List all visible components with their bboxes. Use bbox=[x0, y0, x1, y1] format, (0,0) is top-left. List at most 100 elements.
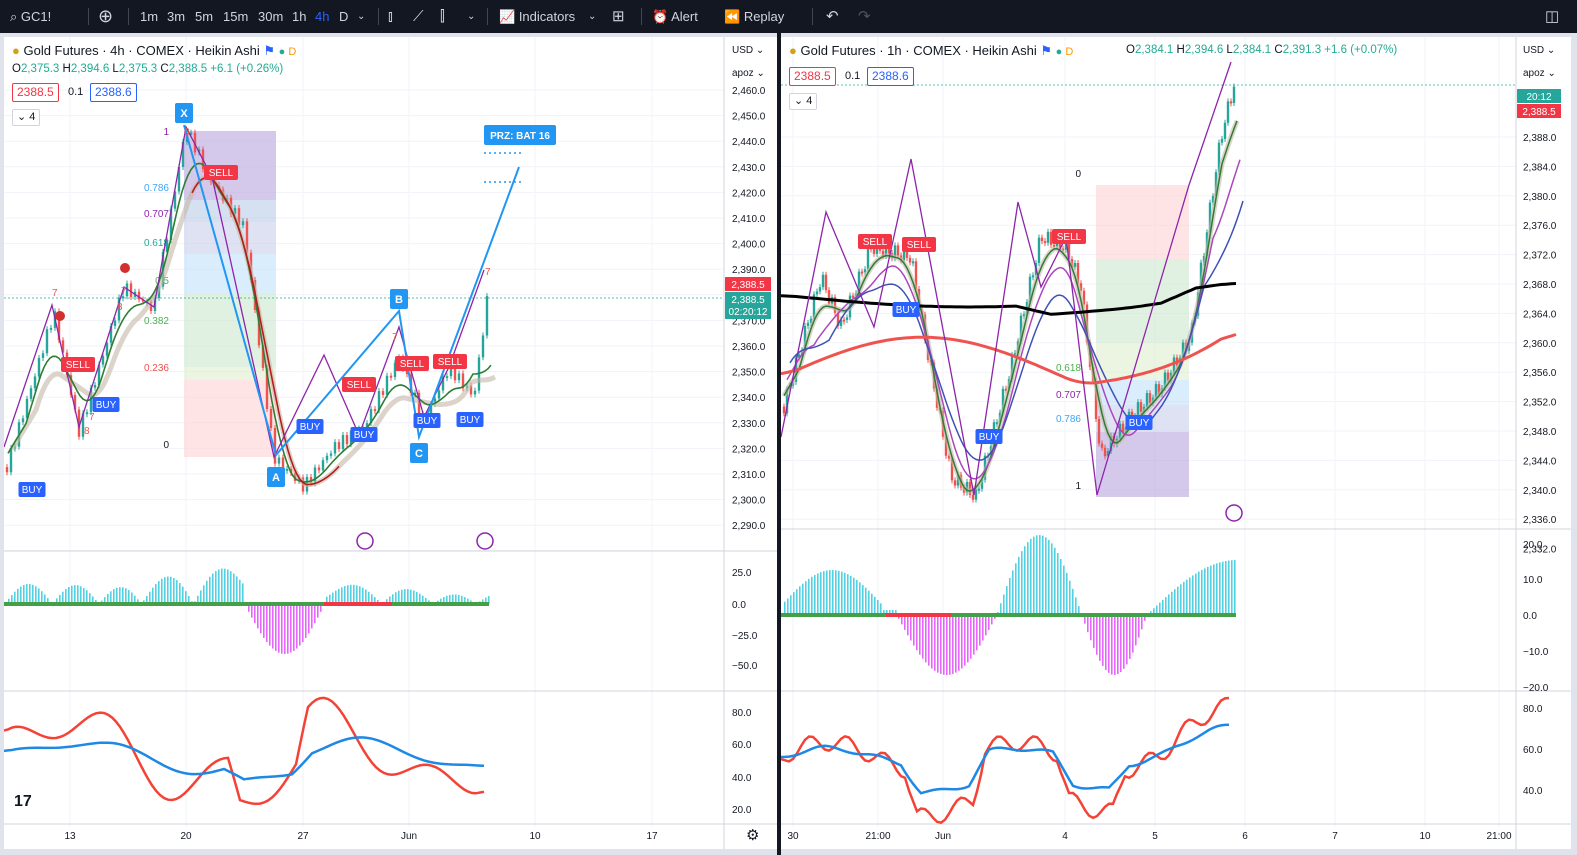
undo-icon[interactable]: ↶ bbox=[826, 8, 839, 25]
left-currency-select[interactable]: USD ⌄ bbox=[732, 45, 765, 56]
interval-5m[interactable]: 5m bbox=[195, 9, 214, 24]
right-sell-price-button[interactable]: 2388.5 bbox=[789, 67, 836, 86]
left-buy-signal bbox=[456, 412, 484, 427]
right-candle bbox=[1061, 248, 1065, 251]
right-candle bbox=[1097, 418, 1101, 444]
interval-3m[interactable]: 3m bbox=[167, 9, 186, 24]
left-histogram-bar bbox=[425, 597, 427, 604]
left-candle bbox=[437, 390, 441, 399]
right-histogram-bar bbox=[823, 571, 825, 615]
right-candle bbox=[812, 294, 816, 319]
right-candle bbox=[782, 406, 786, 414]
alert-button[interactable]: ⏰ Alert bbox=[652, 0, 698, 33]
right-histogram-bar bbox=[1195, 573, 1197, 615]
interval-4h[interactable]: 4h bbox=[315, 9, 330, 24]
left-time-tick: 20 bbox=[180, 831, 192, 842]
right-chart-canvas[interactable]: 2,388.0 2,384.0 2,380.0 2,376.0 2,372.0 2,368… bbox=[781, 37, 1571, 849]
right-histogram-bar bbox=[1024, 546, 1026, 615]
right-histogram-bar bbox=[952, 615, 954, 674]
settings-gear-icon[interactable]: ⚙ bbox=[746, 827, 760, 844]
right-histogram-bar bbox=[883, 610, 885, 615]
right-indicator-collapse-button[interactable]: ⌄ 4 bbox=[789, 93, 818, 110]
right-time-tick: 5 bbox=[1152, 831, 1158, 842]
left-histogram-bar bbox=[134, 595, 136, 604]
right-candle bbox=[836, 312, 840, 326]
interval-1h[interactable]: 1h bbox=[292, 9, 307, 24]
right-histogram-bar bbox=[862, 584, 864, 615]
right-time-tick: 21:00 bbox=[865, 831, 890, 842]
left-indicator-collapse-button[interactable]: ⌄ 4 bbox=[12, 109, 41, 126]
left-buy-signal bbox=[413, 413, 441, 428]
left-chart-panel[interactable]: 2,460.0 2,450.0 2,440.0 2,430.0 2,420.0 2,410… bbox=[4, 37, 777, 849]
left-candle bbox=[85, 412, 89, 415]
left-histogram-bar bbox=[11, 595, 13, 604]
right-histogram-bar bbox=[886, 610, 888, 615]
left-candle bbox=[57, 311, 61, 341]
redo-icon[interactable]: ↷ bbox=[858, 8, 871, 25]
left-scale-mode-select[interactable]: apoz ⌄ bbox=[732, 68, 765, 79]
right-histogram-bar bbox=[817, 573, 819, 615]
left-candle bbox=[105, 342, 109, 356]
right-histogram-bar bbox=[1201, 569, 1203, 615]
right-currency-select[interactable]: USD ⌄ bbox=[1523, 45, 1556, 56]
flag-icon[interactable]: ⚑ bbox=[263, 43, 276, 58]
left-histogram-bar bbox=[350, 584, 352, 604]
flag-icon[interactable]: ⚑ bbox=[1040, 43, 1053, 58]
right-histogram-bar bbox=[1090, 615, 1092, 641]
indicators-button[interactable]: 📈 Indicators bbox=[499, 0, 575, 33]
right-histogram-bar bbox=[973, 615, 975, 655]
left-time-tick: 27 bbox=[297, 831, 309, 842]
right-histogram-bar bbox=[1033, 536, 1035, 615]
indicators-dropdown-icon[interactable]: ⌄ bbox=[588, 11, 597, 22]
left-histogram-bar bbox=[215, 571, 217, 604]
left-histogram-bar bbox=[281, 604, 283, 654]
panel-layout-icon[interactable]: ◫ bbox=[1545, 8, 1560, 25]
right-histogram-bar bbox=[1135, 615, 1137, 646]
right-histogram-bar bbox=[874, 596, 876, 615]
interval-15m[interactable]: 15m bbox=[223, 9, 249, 24]
layout-grid-icon[interactable]: ⊞ bbox=[612, 8, 625, 25]
chart-type-dropdown-icon[interactable]: ⌄ bbox=[467, 11, 476, 22]
left-osc2-tick: 40.0 bbox=[732, 773, 752, 784]
left-prz-label: PRZ: BAT 16 bbox=[490, 131, 550, 142]
right-buy-price-button[interactable]: 2388.6 bbox=[867, 67, 914, 86]
left-buy-label: BUY bbox=[417, 416, 438, 427]
panel-divider[interactable] bbox=[777, 33, 781, 855]
left-histogram-bar bbox=[308, 604, 310, 634]
candle-type-icon[interactable]: ⫾ bbox=[388, 8, 393, 25]
left-buy-price-button[interactable]: 2388.6 bbox=[90, 83, 137, 102]
left-histogram-bar bbox=[320, 604, 322, 612]
right-fib-label: 0.707 bbox=[1056, 390, 1081, 401]
left-candle bbox=[325, 455, 329, 461]
left-pattern-point-label: C bbox=[415, 448, 423, 460]
compare-symbol-icon[interactable]: ⊕ bbox=[98, 6, 114, 26]
left-sell-price-button[interactable]: 2388.5 bbox=[12, 83, 59, 102]
left-histogram-bar bbox=[221, 568, 223, 604]
interval-1m[interactable]: 1m bbox=[140, 9, 159, 24]
right-chart-panel[interactable]: 2,388.0 2,384.0 2,380.0 2,376.0 2,372.0 2,368… bbox=[781, 37, 1571, 849]
interval-D[interactable]: D bbox=[339, 9, 349, 24]
right-histogram-bar bbox=[1120, 615, 1122, 673]
right-histogram-bar bbox=[1138, 615, 1140, 638]
left-pattern-point-label: B bbox=[395, 294, 403, 306]
right-scale-mode-select[interactable]: apoz ⌄ bbox=[1523, 68, 1556, 79]
interval-30m[interactable]: 30m bbox=[258, 9, 284, 24]
replay-button[interactable]: ⏪ Replay bbox=[724, 0, 784, 33]
right-histogram-bar bbox=[1177, 586, 1179, 615]
right-buy-label: BUY bbox=[979, 432, 1000, 443]
left-countdown-tag bbox=[725, 292, 771, 319]
interval-dropdown-icon[interactable]: ⌄ bbox=[357, 11, 366, 22]
right-candle bbox=[839, 319, 843, 326]
left-chart-canvas[interactable]: 2,460.0 2,450.0 2,440.0 2,430.0 2,420.0 2,410… bbox=[4, 37, 777, 849]
right-histogram-bar bbox=[841, 571, 843, 615]
left-histogram-bar bbox=[422, 595, 424, 604]
chart-style-icon[interactable]: ⟋ bbox=[413, 8, 424, 25]
right-price-tick: 2,348.0 bbox=[1523, 427, 1557, 438]
symbol-search-button[interactable]: ⌕ GC1! bbox=[10, 0, 51, 33]
left-time-tick: 10 bbox=[529, 831, 541, 842]
right-histogram-bar bbox=[1117, 615, 1119, 675]
bar-chart-icon[interactable]: ⫿ bbox=[440, 8, 445, 25]
replay-label: Replay bbox=[743, 9, 785, 24]
right-price-tick: 2,384.0 bbox=[1523, 162, 1557, 173]
left-close: 2,388.5 bbox=[168, 63, 208, 75]
